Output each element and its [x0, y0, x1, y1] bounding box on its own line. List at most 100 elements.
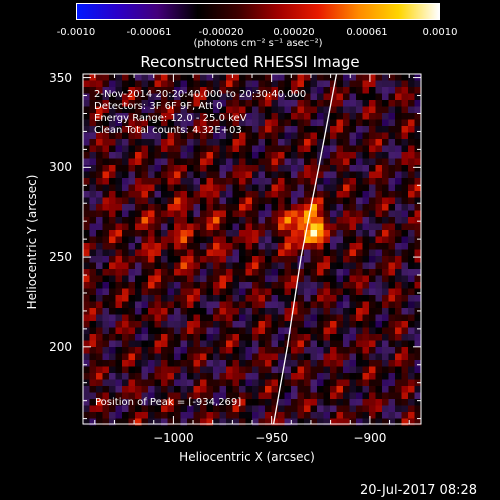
heatmap-cell [161, 152, 168, 159]
heatmap-cell [135, 295, 142, 302]
heatmap-cell [141, 353, 149, 361]
heatmap-cell [206, 327, 214, 335]
heatmap-cell [187, 340, 194, 348]
heatmap-cell [232, 191, 240, 198]
heatmap-cell [154, 321, 162, 328]
heatmap-cell [291, 100, 298, 107]
heatmap-cell [102, 405, 110, 413]
heatmap-cell [206, 204, 214, 211]
heatmap-cell [141, 308, 149, 315]
heatmap-cell [148, 295, 155, 302]
heatmap-cell [369, 178, 376, 185]
heatmap-cell [245, 243, 253, 250]
heatmap-cell [245, 347, 253, 354]
heatmap-cell [226, 412, 233, 419]
heatmap-cell [336, 80, 344, 88]
heatmap-cell [408, 236, 415, 244]
heatmap-cell [161, 210, 168, 218]
heatmap-cell [148, 158, 155, 166]
heatmap-cell [161, 87, 168, 94]
heatmap-cell [252, 217, 259, 224]
heatmap-cell [200, 132, 207, 140]
heatmap-cell [369, 392, 376, 400]
colorbar-units: (photons cm⁻² s⁻¹ asec⁻²) [193, 38, 323, 49]
heatmap-cell [219, 399, 227, 406]
heatmap-cell [278, 321, 285, 328]
heatmap-cell [414, 100, 422, 107]
heatmap-cell [154, 210, 162, 218]
heatmap-cell [154, 197, 162, 205]
heatmap-cell [122, 412, 129, 419]
heatmap-cell [284, 412, 292, 419]
heatmap-cell [174, 347, 181, 354]
heatmap-cell [356, 210, 363, 218]
heatmap-cell [232, 197, 240, 205]
heatmap-cell [343, 236, 350, 244]
heatmap-cell [291, 399, 298, 406]
heatmap-cell [401, 210, 409, 218]
heatmap-cell [89, 301, 97, 309]
heatmap-cell [187, 171, 194, 179]
heatmap-cell [323, 301, 331, 309]
heatmap-cell [382, 269, 389, 276]
heatmap-cell [83, 360, 90, 367]
heatmap-cell [382, 392, 389, 400]
heatmap-cell [278, 171, 285, 179]
heatmap-cell [239, 132, 246, 140]
heatmap-cell [278, 308, 285, 315]
heatmap-cell [284, 295, 292, 302]
heatmap-cell [128, 184, 136, 192]
heatmap-cell [135, 347, 142, 354]
heatmap-cell [213, 113, 220, 120]
heatmap-cell [161, 399, 168, 406]
heatmap-cell [284, 379, 292, 387]
heatmap-cell [375, 80, 383, 88]
heatmap-cell [232, 347, 240, 354]
heatmap-cell [193, 100, 201, 107]
heatmap-cell [89, 353, 97, 361]
heatmap-cell [128, 334, 136, 341]
heatmap-cell [141, 412, 149, 419]
heatmap-cell [284, 236, 292, 244]
heatmap-cell [258, 126, 266, 133]
heatmap-cell [388, 87, 396, 94]
heatmap-cell [135, 171, 142, 179]
heatmap-cell [122, 191, 129, 198]
heatmap-cell [102, 373, 110, 380]
heatmap-cell [180, 360, 188, 367]
heatmap-cell [141, 93, 149, 101]
heatmap-cell [167, 269, 175, 276]
heatmap-cell [310, 236, 318, 244]
heatmap-cell [317, 366, 324, 374]
heatmap-cell [284, 275, 292, 283]
heatmap-cell [167, 314, 175, 322]
heatmap-cell [213, 360, 220, 367]
heatmap-cell [115, 314, 123, 322]
heatmap-cell [252, 353, 259, 361]
heatmap-cell [109, 171, 116, 179]
heatmap-cell [343, 106, 350, 114]
heatmap-cell [382, 405, 389, 413]
heatmap-cell [174, 165, 181, 172]
heatmap-cell [356, 314, 363, 322]
heatmap-cell [375, 399, 383, 406]
heatmap-cell [193, 288, 201, 296]
heatmap-cell [330, 386, 337, 393]
heatmap-cell [336, 93, 344, 101]
heatmap-cell [83, 340, 90, 348]
heatmap-cell [83, 386, 90, 393]
heatmap-cell [349, 314, 357, 322]
heatmap-cell [408, 204, 415, 211]
heatmap-cell [200, 412, 207, 419]
heatmap-cell [180, 93, 188, 101]
heatmap-cell [395, 100, 402, 107]
heatmap-cell [317, 262, 324, 270]
heatmap-cell [369, 321, 376, 328]
heatmap-cell [213, 386, 220, 393]
heatmap-cell [375, 152, 383, 159]
heatmap-cell [304, 308, 311, 315]
heatmap-cell [349, 366, 357, 374]
heatmap-cell [414, 301, 422, 309]
heatmap-cell [128, 191, 136, 198]
heatmap-cell [128, 405, 136, 413]
